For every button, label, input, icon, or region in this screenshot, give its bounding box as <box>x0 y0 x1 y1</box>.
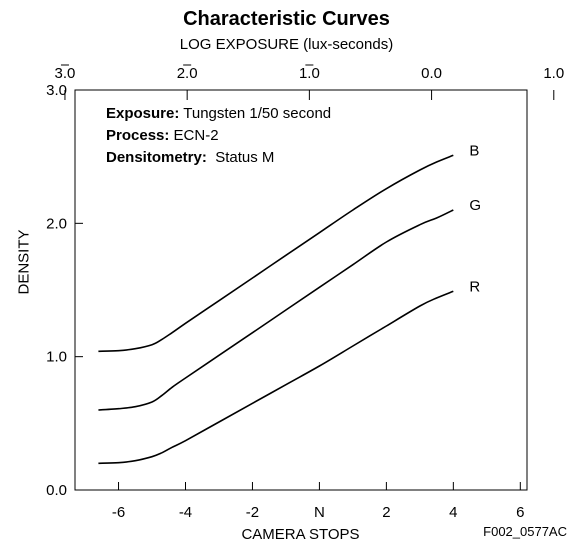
top-tick-label: 0.0 <box>421 65 442 82</box>
densitometry-label: Densitometry: <box>106 149 207 166</box>
x-axis-label: CAMERA STOPS <box>241 526 360 543</box>
x-tick-label: 2 <box>382 504 390 521</box>
curve-label-g: G <box>469 197 481 214</box>
curve-g <box>98 209 454 411</box>
y-tick-label: 0.0 <box>46 482 67 499</box>
x-tick-label: -2 <box>246 504 259 521</box>
exposure-label: Exposure: <box>106 105 180 122</box>
figure-code: F002_0577AC <box>483 524 567 539</box>
x-tick-label: -6 <box>112 504 125 521</box>
curve-label-b: B <box>469 142 479 159</box>
y-axis-label: DENSITY <box>15 229 33 295</box>
curve-label-r: R <box>469 278 480 295</box>
x-tick-label: 4 <box>449 504 457 521</box>
plot-frame <box>74 89 528 491</box>
curve-r <box>98 290 454 465</box>
exposure-info: Exposure: Tungsten 1/50 second <box>106 104 331 124</box>
densitometry-info: Densitometry: Status M <box>106 148 274 168</box>
y-tick-label: 1.0 <box>46 349 67 366</box>
y-tick-label: 2.0 <box>46 215 67 232</box>
top-axis-label: LOG EXPOSURE (lux-seconds) <box>179 36 394 53</box>
chart-title: Characteristic Curves <box>183 8 390 30</box>
top-tick-label: 1.0 <box>299 65 320 82</box>
x-tick-label: 6 <box>516 504 524 521</box>
densitometry-value: Status M <box>215 149 275 166</box>
exposure-value: Tungsten 1/50 second <box>183 105 332 122</box>
y-tick-label: 3.0 <box>46 82 67 99</box>
x-tick-label: -4 <box>179 504 192 521</box>
process-info: Process: ECN-2 <box>106 126 219 146</box>
top-tick-label: 3.0 <box>55 65 76 82</box>
process-label: Process: <box>106 127 170 144</box>
top-tick-label: 2.0 <box>177 65 198 82</box>
x-tick-label: N <box>314 504 325 521</box>
curve-b <box>98 154 454 353</box>
process-value: ECN-2 <box>173 127 219 144</box>
top-tick-label: 1.0 <box>543 65 564 82</box>
